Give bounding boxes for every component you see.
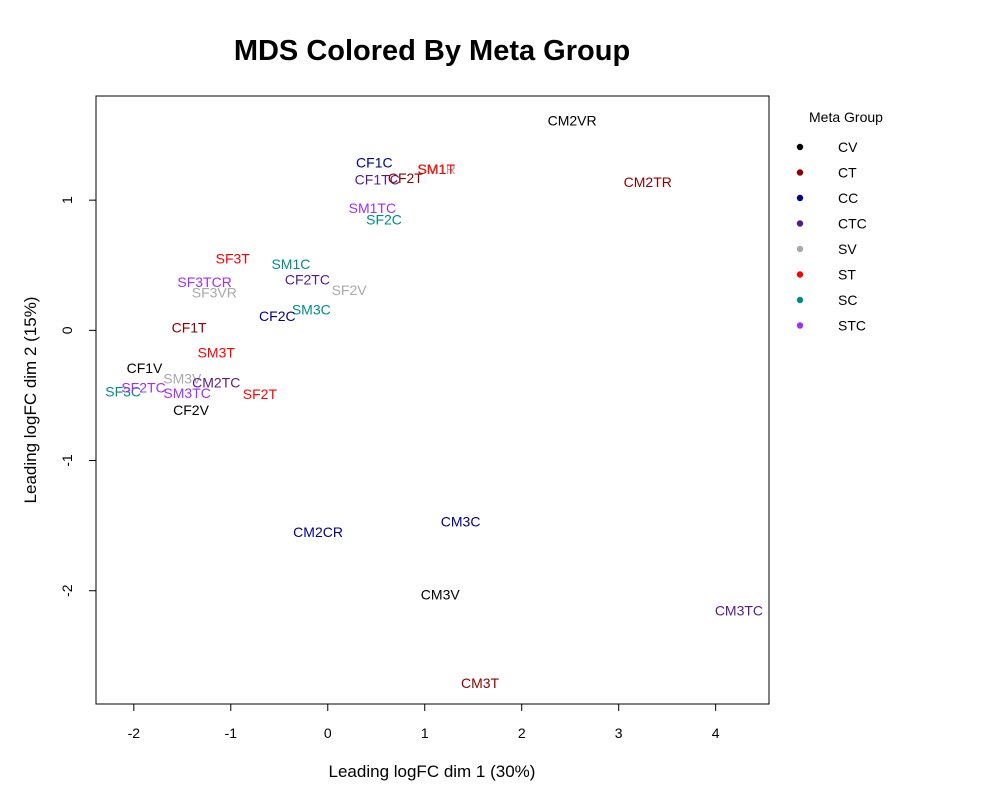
x-tick-label: -2 <box>128 725 141 741</box>
point-label-sm3v: SM3V <box>163 371 202 387</box>
legend-label-ctc: CTC <box>838 216 867 232</box>
point-label-cm2tc: CM2TC <box>192 374 240 390</box>
point-label-cf1tc: CF1TC <box>355 171 400 187</box>
legend-label-stc: STC <box>838 318 866 334</box>
legend-label-cc: CC <box>838 190 858 206</box>
point-label-sm3c: SM3C <box>292 302 331 318</box>
y-tick-label: 0 <box>59 326 75 334</box>
legend-marker-sv <box>796 245 804 253</box>
x-axis: -2 -1 0 1 2 3 4 <box>128 703 720 741</box>
point-label-cm3tc: CM3TC <box>715 602 763 618</box>
y-axis: -2 -1 0 1 <box>59 196 97 597</box>
point-label-sf2v: SF2V <box>332 282 368 298</box>
point-label-sm3t: SM3T <box>198 344 236 360</box>
point-label-sf3c: SF3C <box>105 384 141 400</box>
legend-marker-cv <box>796 143 804 151</box>
point-label-cm2tr: CM2TR <box>624 174 672 190</box>
point-label-cf1t: CF1T <box>172 320 207 336</box>
legend-marker-cc <box>796 194 804 202</box>
point-label-sm1r: SM1R <box>417 161 456 177</box>
point-label-cm2cr: CM2CR <box>293 524 343 540</box>
x-tick-label: 1 <box>421 725 429 741</box>
point-label-sf2t: SF2T <box>243 386 278 402</box>
x-tick-label: 0 <box>324 725 332 741</box>
legend-marker-sc <box>796 296 804 304</box>
point-label-cm3v: CM3V <box>421 587 461 603</box>
point-label-sf3tcr: SF3TCR <box>177 274 231 290</box>
legend-label-st: ST <box>838 267 856 283</box>
point-label-cf2c: CF2C <box>259 308 296 324</box>
legend-marker-ctc <box>796 220 804 227</box>
y-axis-label: Leading logFC dim 2 (15%) <box>21 297 40 504</box>
legend-marker-stc <box>796 322 804 329</box>
legend-label-sv: SV <box>838 241 857 257</box>
point-label-cm3c: CM3C <box>441 514 481 530</box>
point-label-sm3tc: SM3TC <box>163 385 210 401</box>
x-tick-label: 2 <box>518 725 526 741</box>
point-label-cf2t: CF2T <box>388 170 423 186</box>
x-tick-label: -1 <box>225 725 238 741</box>
point-label-cm2vr: CM2VR <box>548 113 597 129</box>
x-axis-label: Leading logFC dim 1 (30%) <box>329 762 536 781</box>
legend-label-cv: CV <box>838 139 858 155</box>
x-tick-label: 4 <box>712 725 720 741</box>
chart-title: MDS Colored By Meta Group <box>234 35 630 67</box>
point-label-cf1c: CF1C <box>356 154 393 170</box>
point-label-sm1tc: SM1TC <box>349 200 396 216</box>
legend-label-sc: SC <box>838 292 857 308</box>
point-label-sf2c: SF2C <box>366 212 402 228</box>
point-label-cm3t: CM3T <box>461 675 500 691</box>
legend-title: Meta Group <box>809 109 883 125</box>
point-label-sm1c: SM1C <box>271 256 310 272</box>
point-label-sf2tc: SF2TC <box>121 380 165 396</box>
point-label-cf2v: CF2V <box>173 402 209 418</box>
point-label-sm1t: SM1T <box>418 161 456 177</box>
point-label-cf1v: CF1V <box>127 360 163 376</box>
point-label-sf3vr: SF3VR <box>192 285 237 301</box>
y-tick-label: -2 <box>59 584 75 597</box>
legend-marker-st <box>796 271 804 278</box>
legend: Meta Group CV CT CC CTC SV ST SC STC <box>796 109 883 334</box>
y-tick-label: -1 <box>59 454 75 467</box>
point-label-sf3t: SF3T <box>216 251 251 267</box>
x-tick-label: 3 <box>615 725 623 741</box>
legend-label-ct: CT <box>838 165 857 181</box>
y-tick-label: 1 <box>59 196 75 204</box>
point-label-cf2tc: CF2TC <box>285 272 330 288</box>
legend-marker-ct <box>796 169 804 176</box>
